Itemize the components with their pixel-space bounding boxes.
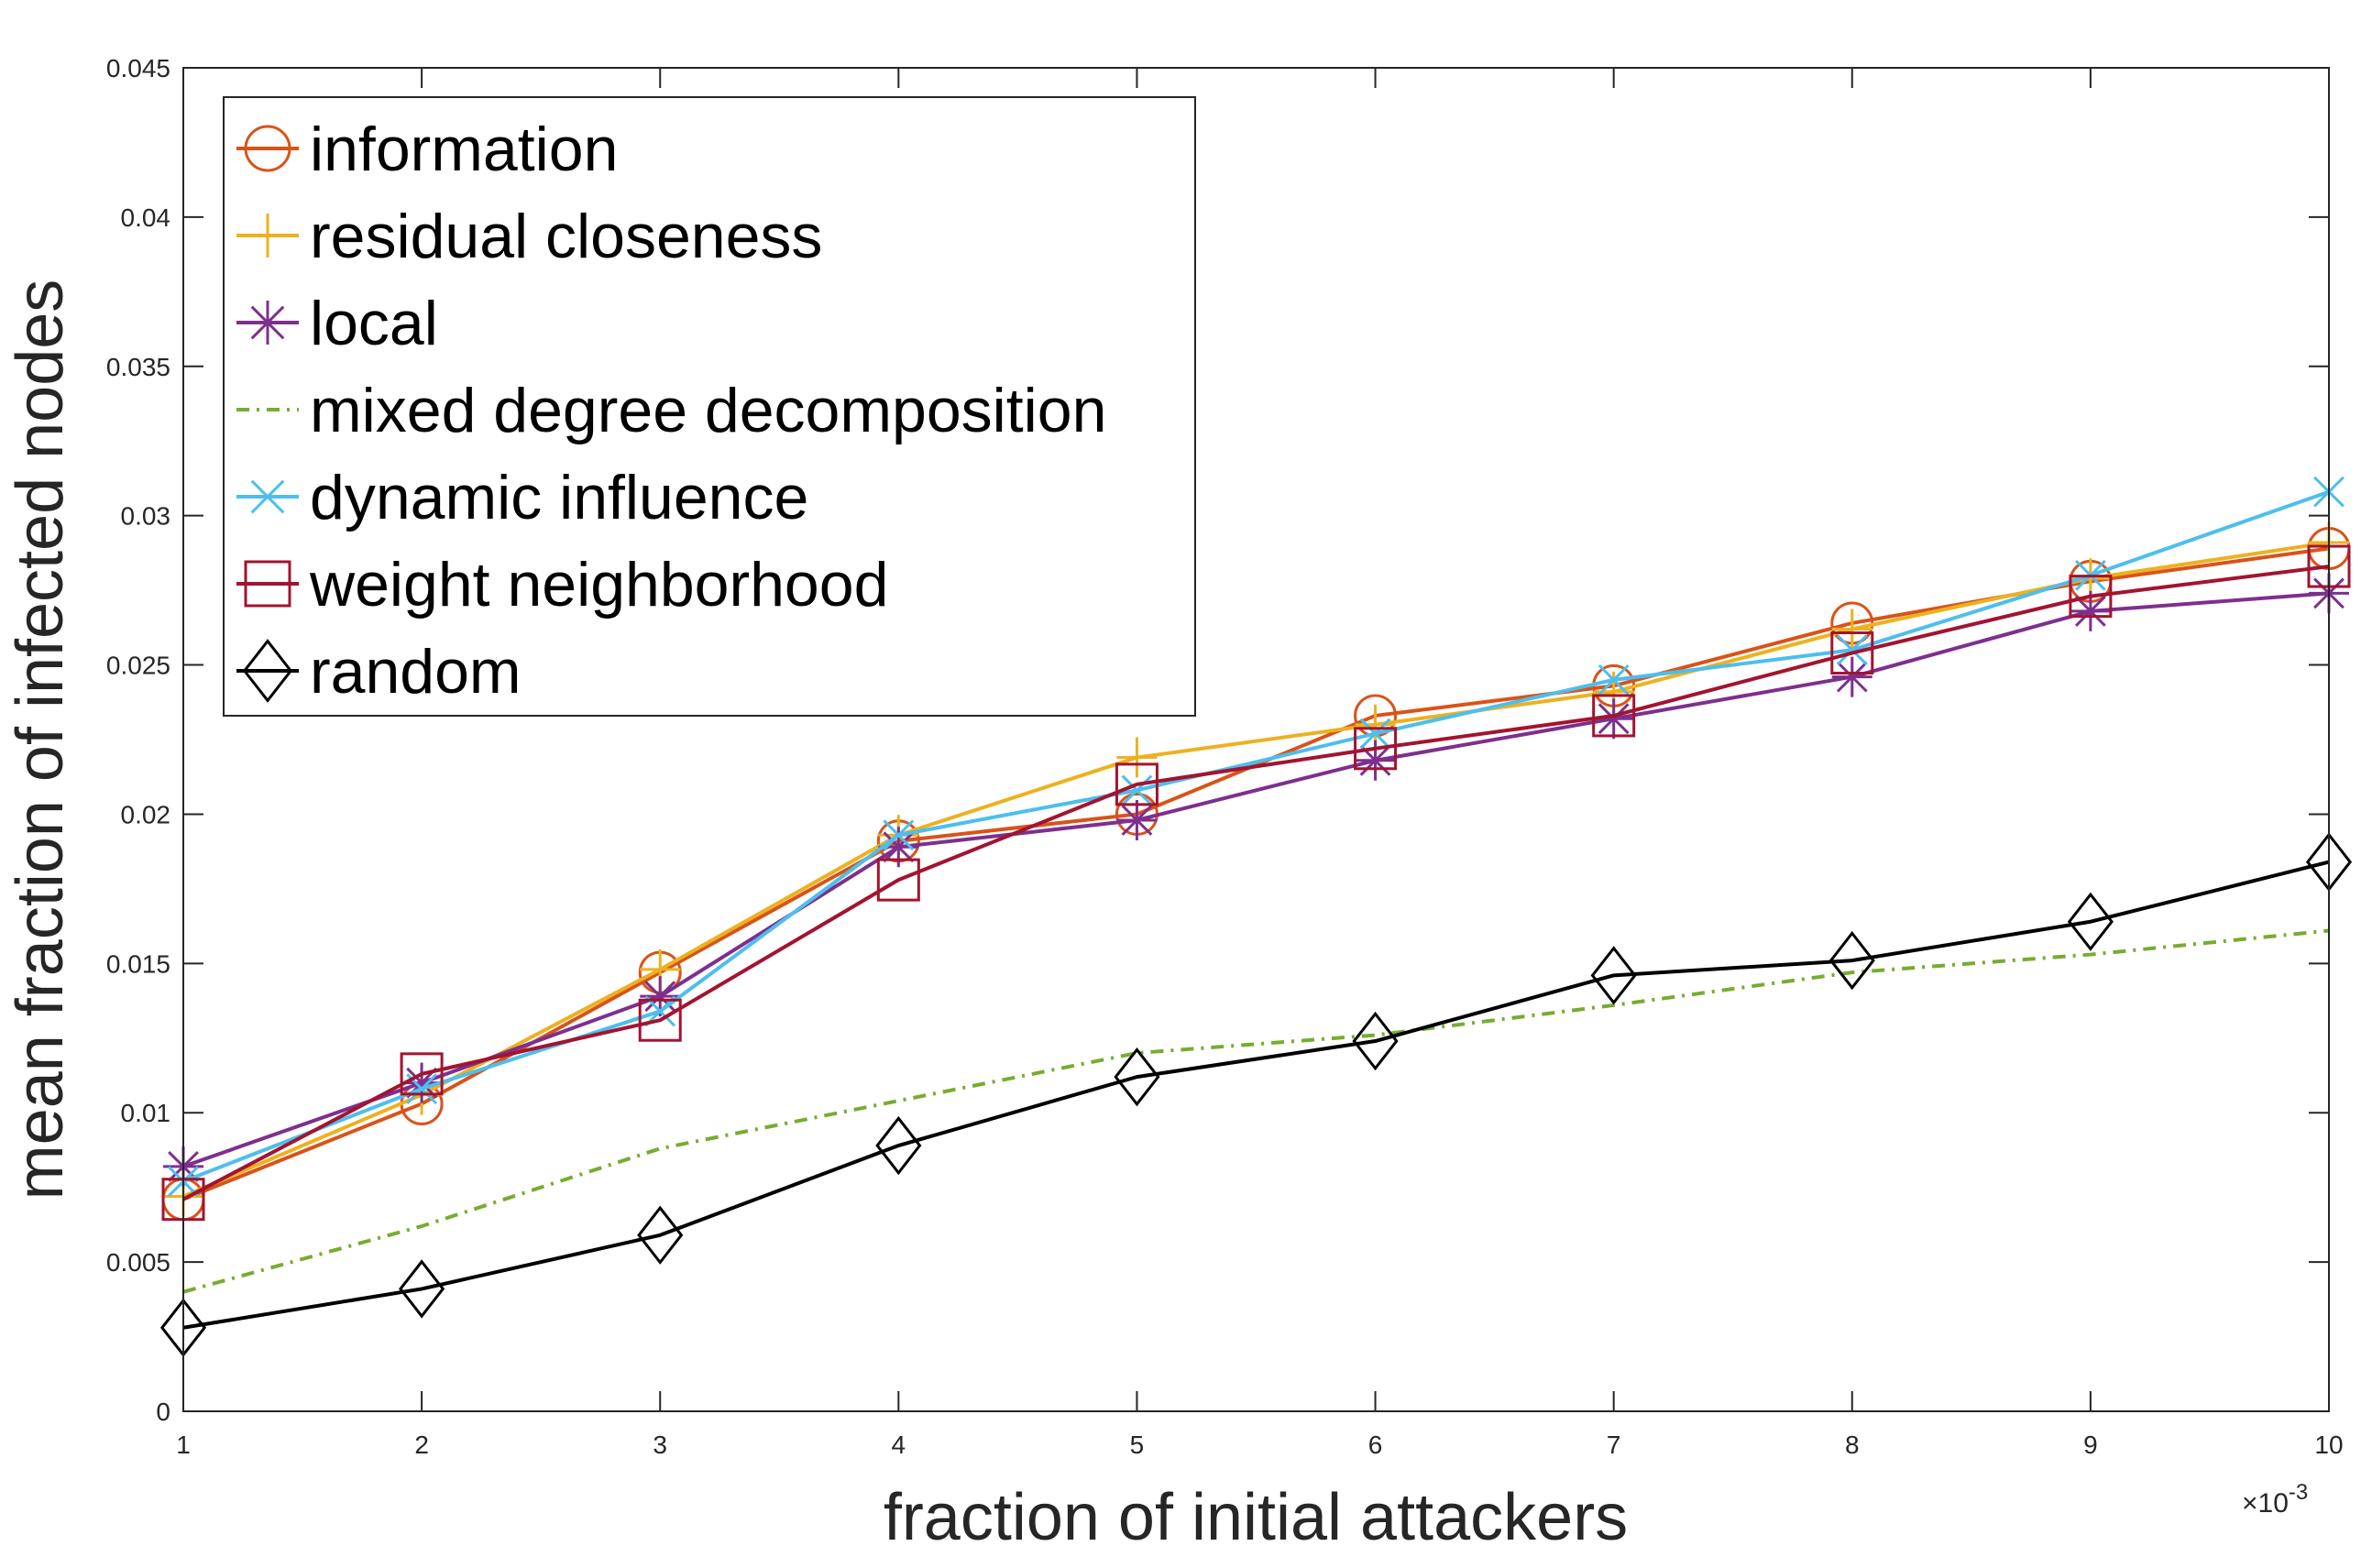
data-point (1355, 740, 1396, 781)
y-tick-label: 0.025 (106, 652, 170, 680)
legend-entry: mixed degree decomposition (236, 376, 1106, 445)
x-tick-label: 2 (414, 1431, 429, 1459)
data-point (638, 998, 682, 1042)
x-tick-label: 8 (1845, 1431, 1860, 1459)
legend-label: information (310, 115, 618, 184)
data-point (1831, 656, 1872, 697)
legend-entry: information (236, 115, 618, 184)
x-multiplier: ×10-3 (2242, 1480, 2308, 1519)
x-tick-label: 6 (1368, 1431, 1383, 1459)
data-point (1121, 774, 1153, 806)
x-multiplier-base: ×10 (2242, 1488, 2289, 1519)
series-mixed-degree-decomposition (182, 928, 2330, 1294)
x-tick-label: 7 (1607, 1431, 1621, 1459)
data-point (1828, 930, 1875, 991)
legend-entry: residual closeness (236, 202, 822, 271)
data-point (876, 858, 920, 902)
ticks-layer: 1 2 3 4 5 6 7 8 9 10 0 0.005 0.01 0.015 0.02 0.025 0.03 0… (106, 54, 2344, 1459)
data-point (1116, 737, 1158, 778)
series-layer (159, 476, 2353, 1357)
data-point (878, 827, 919, 868)
data-point (400, 1052, 444, 1096)
x-tick-label: 3 (653, 1431, 667, 1459)
x-multiplier-exponent: -3 (2289, 1480, 2308, 1505)
legend-swatch-marker (242, 639, 293, 703)
series-local (163, 573, 2349, 1187)
series-line (182, 565, 2330, 1201)
y-tick-label: 0.045 (106, 54, 170, 82)
data-point (640, 976, 681, 1017)
data-point (1830, 631, 1874, 675)
data-point (1831, 609, 1872, 650)
legend-swatch-marker (250, 479, 285, 514)
series-random (159, 832, 2353, 1357)
legend-entry: weight neighborhood (236, 550, 888, 620)
y-axis-label: mean fraction of infected nodes (4, 280, 77, 1201)
data-point (1359, 718, 1391, 750)
y-tick-label: 0.015 (106, 949, 170, 978)
x-axis-label: fraction of initial attackers (884, 1481, 1628, 1554)
legend-label: local (310, 289, 438, 358)
data-point (1593, 698, 1634, 740)
series-line (182, 860, 2330, 1330)
x-tick-label: 5 (1130, 1431, 1145, 1459)
data-point (1352, 1011, 1399, 1071)
series-line (182, 489, 2330, 1184)
data-point (1592, 694, 1636, 738)
data-point (1355, 704, 1396, 745)
data-point (637, 1205, 684, 1265)
data-point (1590, 946, 1637, 1005)
legend-swatch-marker (246, 301, 290, 345)
data-point (2069, 575, 2113, 619)
legend-box (223, 96, 1196, 717)
y-tick-label: 0.01 (121, 1099, 171, 1127)
y-tick-label: 0.035 (106, 353, 170, 381)
y-tick-label: 0.005 (106, 1248, 170, 1277)
data-point (401, 1062, 443, 1103)
data-point (2067, 892, 2114, 951)
series-line (182, 928, 2330, 1294)
data-point (1836, 634, 1868, 666)
data-point (875, 1115, 922, 1176)
data-point (883, 819, 915, 851)
legend-label: random (310, 637, 522, 707)
x-tick-label: 1 (176, 1431, 191, 1459)
y-tick-label: 0.03 (121, 502, 171, 531)
legend-entry: dynamic influence (236, 463, 808, 532)
x-tick-label: 10 (2314, 1431, 2343, 1459)
data-point (399, 1259, 445, 1319)
legend-label: dynamic influence (310, 463, 808, 532)
series-line (182, 541, 2330, 1199)
legend-entry: local (236, 289, 438, 358)
legend: information residual closeness local mixed … (223, 96, 1196, 717)
legend-swatch-marker (244, 560, 291, 608)
y-tick-label: 0.04 (121, 203, 171, 232)
legend-swatch-marker (246, 214, 290, 258)
legend-entry: random (236, 637, 522, 707)
data-point (1114, 1047, 1160, 1107)
data-point (1116, 799, 1158, 840)
data-point (1354, 727, 1398, 771)
series-dynamic-influence (168, 476, 2345, 1198)
plot-frame (182, 67, 2330, 1412)
legend-label: weight neighborhood (309, 550, 888, 620)
legend-label: residual closeness (310, 202, 822, 271)
data-point (2070, 590, 2111, 631)
y-tick-label: 0 (156, 1398, 170, 1426)
legend-swatch-marker (244, 125, 291, 172)
y-tick-label: 0.02 (121, 800, 171, 828)
data-point (1598, 663, 1630, 696)
x-tick-label: 9 (2083, 1431, 2098, 1459)
legend-label: mixed degree decomposition (310, 376, 1106, 445)
data-point (1115, 762, 1159, 806)
series-line (182, 591, 2330, 1168)
x-tick-label: 4 (892, 1431, 906, 1459)
